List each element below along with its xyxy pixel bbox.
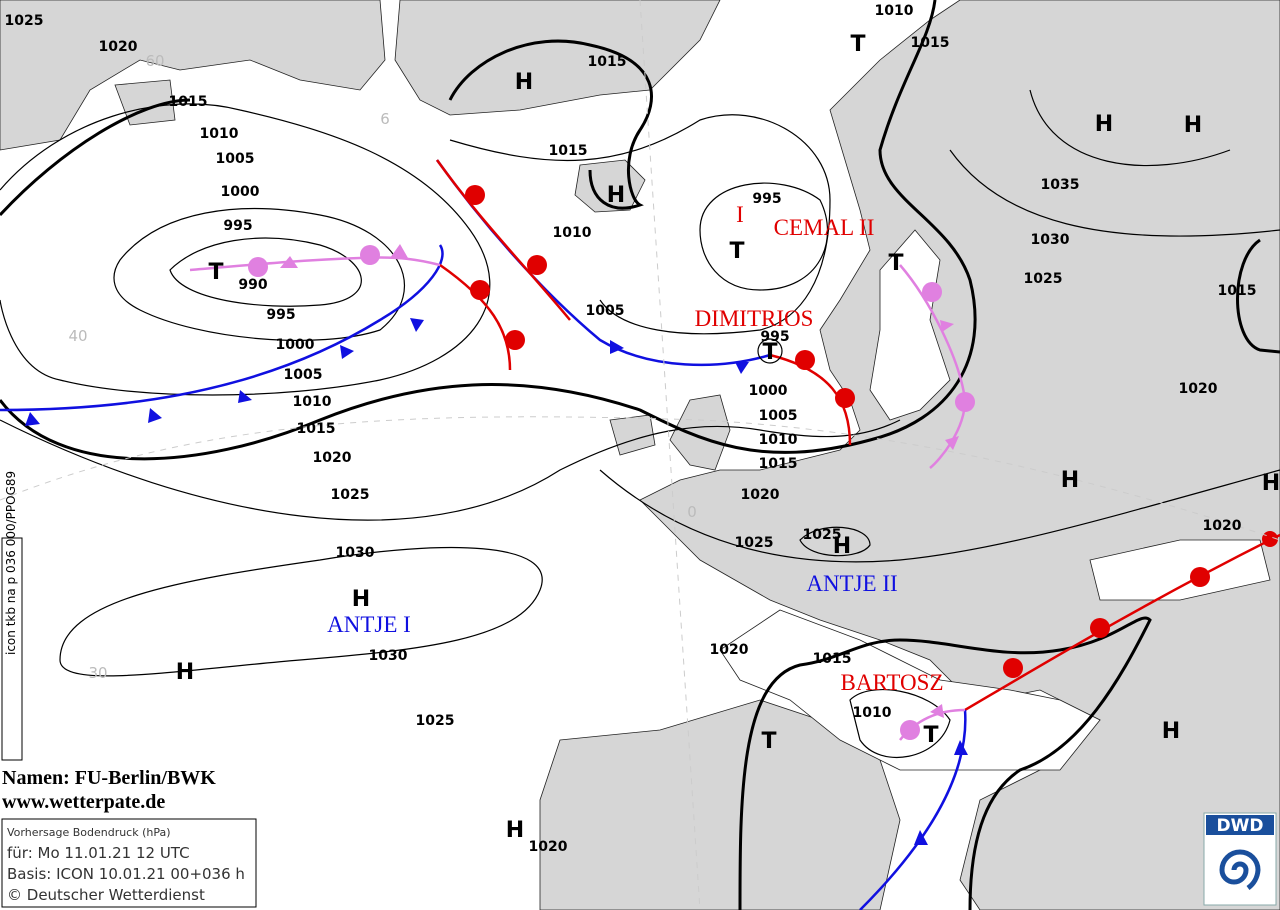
isobar-label: 1020 (99, 39, 138, 55)
grid-label: 30 (88, 664, 107, 682)
front-marker: I (736, 202, 744, 227)
system-name: CEMAL II (774, 215, 875, 240)
isobar-label: 995 (266, 307, 295, 323)
isobar-label: 1035 (1041, 177, 1080, 193)
isobar-label: 1020 (710, 642, 749, 658)
info-basis: Basis: ICON 10.01.21 00+036 h (7, 865, 245, 883)
pressure-center: H (1061, 468, 1079, 493)
isobar-label: 1025 (803, 527, 842, 543)
isobar-label: 1025 (331, 487, 370, 503)
isobar-label: 995 (752, 191, 781, 207)
isobar-label: 1015 (1218, 283, 1257, 299)
isobar-label: 1020 (313, 450, 352, 466)
side-code: icon tkb na p 036 000/PPOG89 (4, 471, 18, 655)
isobar-label: 1005 (586, 303, 625, 319)
isobar-label: 1025 (416, 713, 455, 729)
seas (719, 229, 1271, 771)
system-name: DIMITRIOS (695, 306, 814, 331)
isobar-label: 1010 (853, 705, 892, 721)
pressure-center: T (761, 729, 776, 754)
isobar-label: 1030 (369, 648, 408, 664)
pressure-center: T (888, 251, 903, 276)
credit-names: Namen: FU-Berlin/BWK (2, 767, 216, 789)
pressure-center: H (1262, 471, 1280, 496)
pressure-center: H (506, 818, 524, 843)
isobar-label: 1015 (169, 94, 208, 110)
isobar-label: 995 (760, 329, 789, 345)
labels: 1025 1020 1015 1010 1005 1000 995 990 995 1000 100… (5, 3, 1280, 855)
logo-swirl (1219, 849, 1261, 891)
isobar-label: 1015 (297, 421, 336, 437)
pressure-center: T (729, 239, 744, 264)
isobar-label: 1005 (759, 408, 798, 424)
isobar-label: 1015 (759, 456, 798, 472)
isobar-label: 1000 (221, 184, 260, 200)
low-marker (757, 338, 783, 364)
isobar-label: 1025 (735, 535, 774, 551)
isobar-label: 990 (238, 277, 267, 293)
pressure-center: H (1095, 112, 1113, 137)
system-name: BARTOSZ (841, 670, 944, 695)
isobar-label: 1010 (293, 394, 332, 410)
isobar-label: 1015 (549, 143, 588, 159)
pressure-center: T (850, 32, 865, 57)
isobar-label: 1015 (588, 54, 627, 70)
isobar-label: 1020 (529, 839, 568, 855)
isobar-label: 1020 (1179, 381, 1218, 397)
isobar-label: 995 (223, 218, 252, 234)
front-symbols (25, 185, 1278, 845)
isobar-label: 1025 (5, 13, 44, 29)
grid-label: 60 (145, 52, 164, 70)
isobars (0, 89, 1280, 758)
system-name: ANTJE I (327, 612, 411, 637)
system-name: ANTJE II (806, 571, 897, 596)
isobar-label: 1020 (1203, 518, 1242, 534)
isobar-label: 1030 (1031, 232, 1070, 248)
pressure-center: H (833, 534, 851, 559)
pressure-center: T (923, 723, 938, 748)
pressure-center: H (515, 70, 533, 95)
pressure-center: T (208, 260, 223, 285)
info-box (1, 818, 257, 908)
info-copyright: © Deutscher Wetterdienst (7, 886, 205, 904)
pressure-center: T (762, 340, 777, 365)
credit-website: www.wetterpate.de (2, 791, 165, 813)
info-title: Vorhersage Bodendruck (hPa) (7, 826, 171, 839)
isobar-label: 1015 (911, 35, 950, 51)
pressure-center: H (1162, 719, 1180, 744)
side-code-box (1, 537, 23, 761)
isobar-label: 1025 (1024, 271, 1063, 287)
isobar-label: 1000 (749, 383, 788, 399)
logo-band (1206, 815, 1274, 835)
info-valid: für: Mo 11.01.21 12 UTC (7, 844, 190, 862)
pressure-center: H (176, 660, 194, 685)
isobar-label: 1020 (741, 487, 780, 503)
isobar-label: 1010 (200, 126, 239, 142)
grid-label: 6 (380, 110, 390, 128)
grid-label: 40 (68, 327, 87, 345)
isobar-label: 1015 (813, 651, 852, 667)
pressure-center: H (607, 183, 625, 208)
isobar-label: 1010 (553, 225, 592, 241)
isobar-label: 1010 (759, 432, 798, 448)
isobar-label: 1005 (284, 367, 323, 383)
isobar-label: 1010 (875, 3, 914, 19)
pressure-center: H (1184, 113, 1202, 138)
grid-label: 0 (687, 503, 697, 521)
logo-text: DWD (1217, 816, 1264, 836)
isobar-label: 1030 (336, 545, 375, 561)
isobar-label: 1005 (216, 151, 255, 167)
isobar-label: 1000 (276, 337, 315, 353)
pressure-center: H (352, 587, 370, 612)
